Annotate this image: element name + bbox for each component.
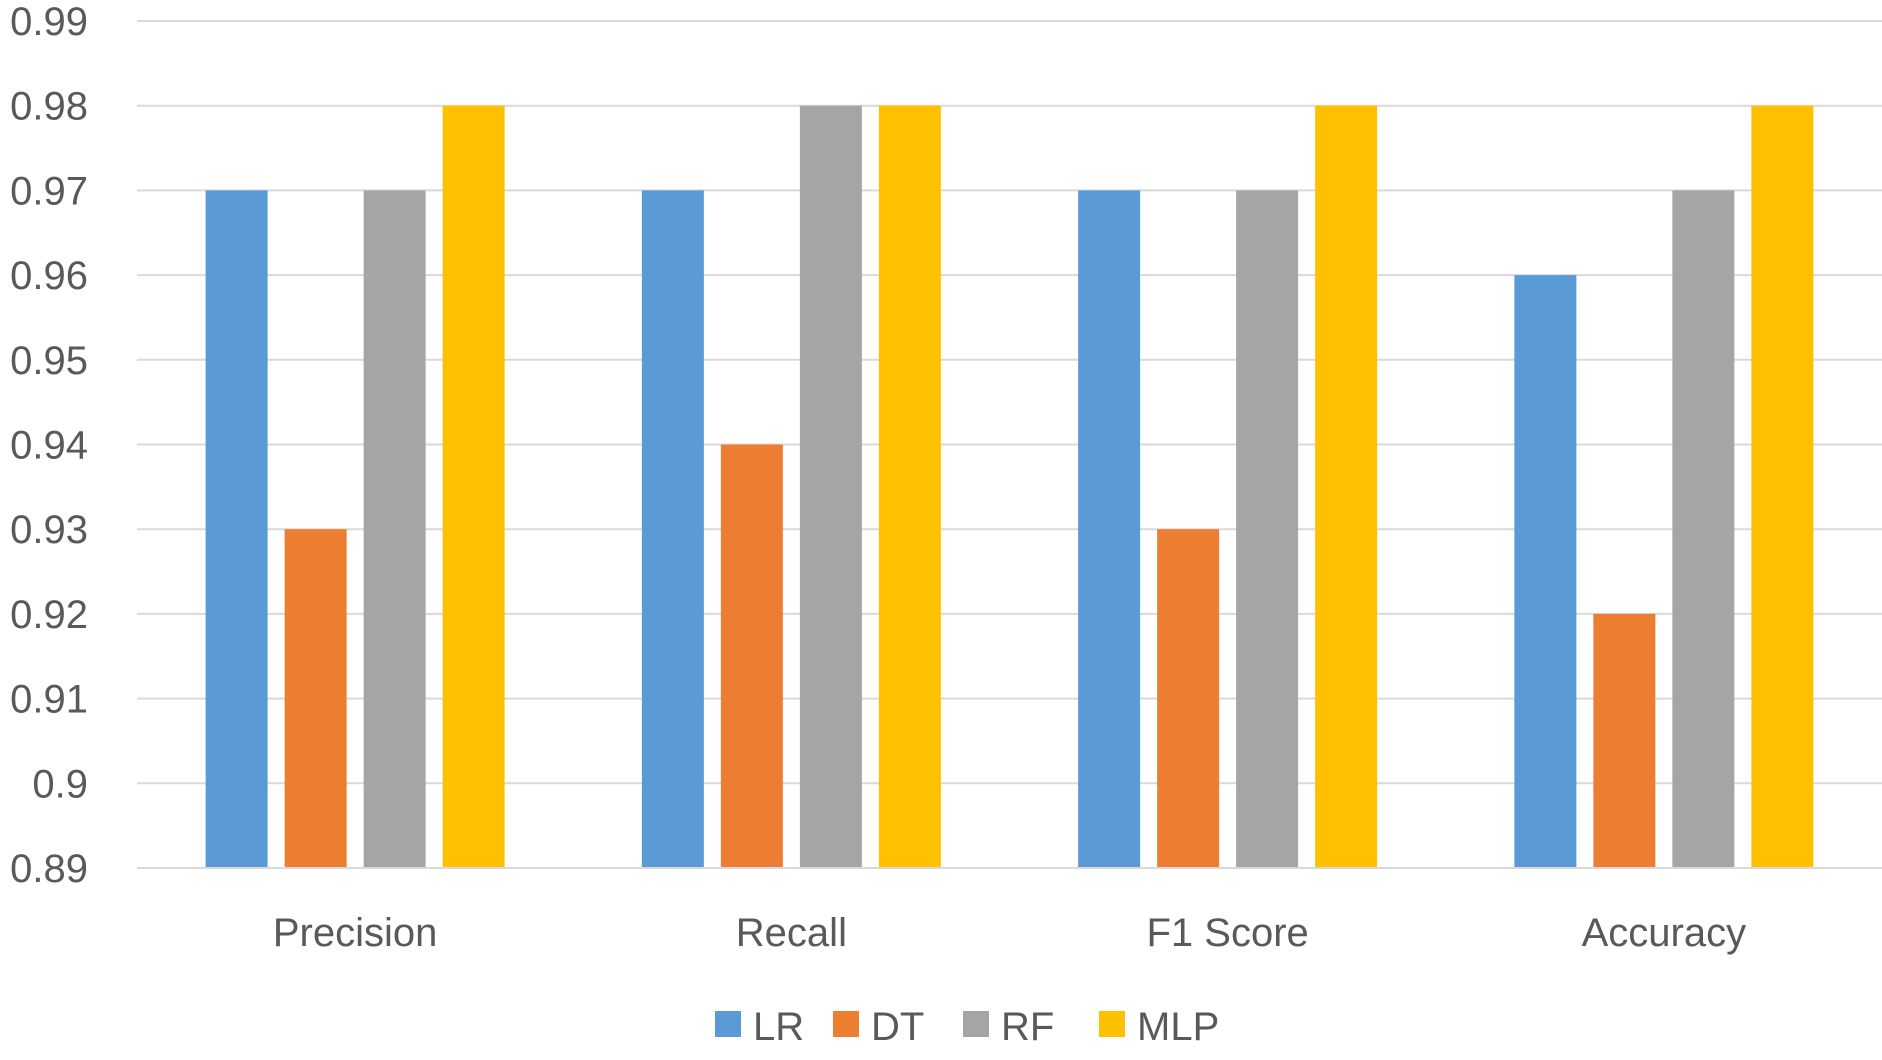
bar-mlp-f1-score xyxy=(1315,105,1378,868)
bar-mlp-precision xyxy=(442,105,505,868)
bar-dt-recall xyxy=(720,444,783,868)
y-tick-label: 0.99 xyxy=(10,0,88,44)
bar-lr-recall xyxy=(641,190,704,868)
legend-label-mlp: MLP xyxy=(1137,1005,1219,1049)
category-label: F1 Score xyxy=(1146,911,1308,955)
legend-label-rf: RF xyxy=(1001,1005,1054,1049)
legend-label-dt: DT xyxy=(871,1005,924,1049)
legend-label-lr: LR xyxy=(753,1005,804,1049)
legend-swatch-lr xyxy=(715,1011,741,1037)
bar-rf-precision xyxy=(363,190,426,868)
legend-swatch-rf xyxy=(963,1011,989,1037)
bar-lr-f1-score xyxy=(1078,190,1141,868)
bar-mlp-accuracy xyxy=(1751,105,1814,868)
bar-rf-recall xyxy=(799,105,862,868)
y-tick-label: 0.91 xyxy=(10,678,88,722)
y-tick-label: 0.97 xyxy=(10,169,88,213)
legend-swatch-mlp xyxy=(1099,1011,1125,1037)
bar-lr-accuracy xyxy=(1514,275,1577,869)
bar-lr-precision xyxy=(205,190,268,868)
bar-rf-accuracy xyxy=(1672,190,1735,868)
y-axis-ticks: 0.99 0.98 0.97 0.96 0.95 0.94 0.93 0.92 0.91 0.9 0… xyxy=(10,0,88,891)
gridlines xyxy=(137,20,1882,785)
legend: LR DT RF MLP xyxy=(715,1005,1219,1049)
y-tick-label: 0.95 xyxy=(10,339,88,383)
bar-dt-accuracy xyxy=(1593,613,1656,868)
y-tick-label: 0.9 xyxy=(32,762,88,806)
y-tick-label: 0.92 xyxy=(10,593,88,637)
bar-dt-f1-score xyxy=(1157,529,1220,868)
category-label: Precision xyxy=(273,911,438,955)
bar-dt-precision xyxy=(284,529,347,868)
bars xyxy=(205,105,1814,869)
y-tick-label: 0.93 xyxy=(10,508,88,552)
y-tick-label: 0.94 xyxy=(10,424,88,468)
y-tick-label: 0.98 xyxy=(10,85,88,129)
category-label: Recall xyxy=(736,911,847,955)
bar-rf-f1-score xyxy=(1236,190,1299,868)
category-labels: Precision Recall F1 Score Accuracy xyxy=(273,911,1746,955)
legend-swatch-dt xyxy=(833,1011,859,1037)
y-tick-label: 0.89 xyxy=(10,847,88,891)
category-label: Accuracy xyxy=(1582,911,1747,955)
bar-mlp-recall xyxy=(878,105,941,868)
y-tick-label: 0.96 xyxy=(10,254,88,298)
